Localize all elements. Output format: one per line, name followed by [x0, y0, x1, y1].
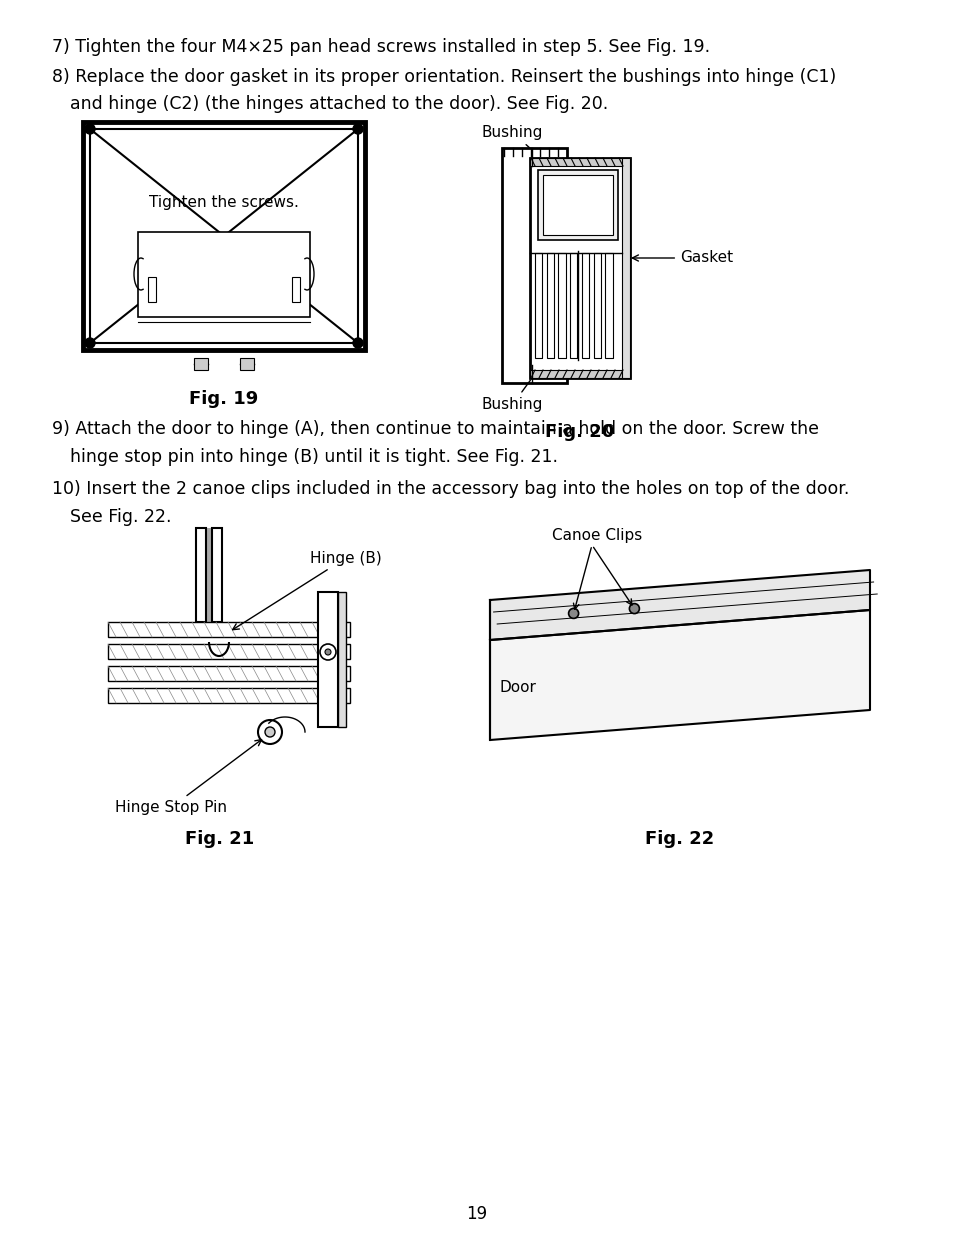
Bar [530, 158, 629, 165]
Bar [558, 253, 565, 358]
Bar [542, 175, 613, 235]
Text: Hinge Stop Pin: Hinge Stop Pin [115, 740, 261, 815]
Text: hinge stop pin into hinge (B) until it is tight. See Fig. 21.: hinge stop pin into hinge (B) until it i… [70, 448, 558, 466]
Text: 19: 19 [466, 1205, 487, 1223]
Bar [530, 370, 629, 378]
Bar [138, 232, 310, 317]
Bar [108, 622, 350, 637]
Text: Fig. 20: Fig. 20 [545, 424, 614, 441]
Bar [317, 592, 337, 727]
Polygon shape [490, 571, 869, 640]
Text: 9) Attach the door to hinge (A), then continue to maintain a hold on the door. S: 9) Attach the door to hinge (A), then co… [52, 420, 818, 438]
Bar [570, 253, 577, 358]
Text: Bushing: Bushing [481, 380, 543, 412]
Circle shape [629, 604, 639, 614]
Circle shape [568, 609, 578, 619]
Bar [530, 158, 629, 378]
Circle shape [353, 124, 363, 135]
Bar [621, 158, 629, 378]
Circle shape [353, 338, 363, 348]
Text: Door: Door [499, 680, 537, 695]
Bar [193, 358, 208, 370]
Text: Fig. 21: Fig. 21 [185, 830, 254, 848]
Bar [593, 253, 600, 358]
Bar [195, 529, 206, 622]
Bar [581, 253, 589, 358]
Text: 10) Insert the 2 canoe clips included in the accessory bag into the holes on top: 10) Insert the 2 canoe clips included in… [52, 480, 848, 498]
Bar [537, 170, 618, 240]
Bar [292, 277, 299, 303]
Bar [337, 592, 346, 727]
Text: Fig. 19: Fig. 19 [190, 390, 258, 408]
Polygon shape [490, 610, 869, 740]
Circle shape [257, 720, 282, 743]
Text: See Fig. 22.: See Fig. 22. [70, 508, 172, 526]
Bar [206, 529, 212, 622]
Bar [83, 122, 365, 350]
Bar [148, 277, 156, 303]
Bar [501, 148, 566, 383]
Circle shape [325, 650, 331, 655]
Text: and hinge (C2) (the hinges attached to the door). See Fig. 20.: and hinge (C2) (the hinges attached to t… [70, 95, 608, 112]
Text: Gasket: Gasket [632, 251, 732, 266]
Circle shape [85, 124, 95, 135]
Bar [90, 128, 357, 343]
Circle shape [319, 643, 335, 659]
Text: 8) Replace the door gasket in its proper orientation. Reinsert the bushings into: 8) Replace the door gasket in its proper… [52, 68, 836, 86]
Bar [108, 688, 350, 703]
Bar [108, 666, 350, 680]
Circle shape [265, 727, 274, 737]
Text: Tighten the screws.: Tighten the screws. [149, 194, 298, 210]
Bar [240, 358, 253, 370]
Bar [604, 253, 612, 358]
Text: Hinge (B): Hinge (B) [233, 551, 381, 630]
Bar [212, 529, 222, 622]
Circle shape [85, 338, 95, 348]
Bar [535, 253, 541, 358]
Text: Canoe Clips: Canoe Clips [552, 529, 641, 543]
Bar [546, 253, 554, 358]
Bar [108, 643, 350, 659]
Text: 7) Tighten the four M4×25 pan head screws installed in step 5. See Fig. 19.: 7) Tighten the four M4×25 pan head screw… [52, 38, 709, 56]
Text: Bushing: Bushing [481, 125, 543, 148]
Text: Fig. 22: Fig. 22 [644, 830, 714, 848]
